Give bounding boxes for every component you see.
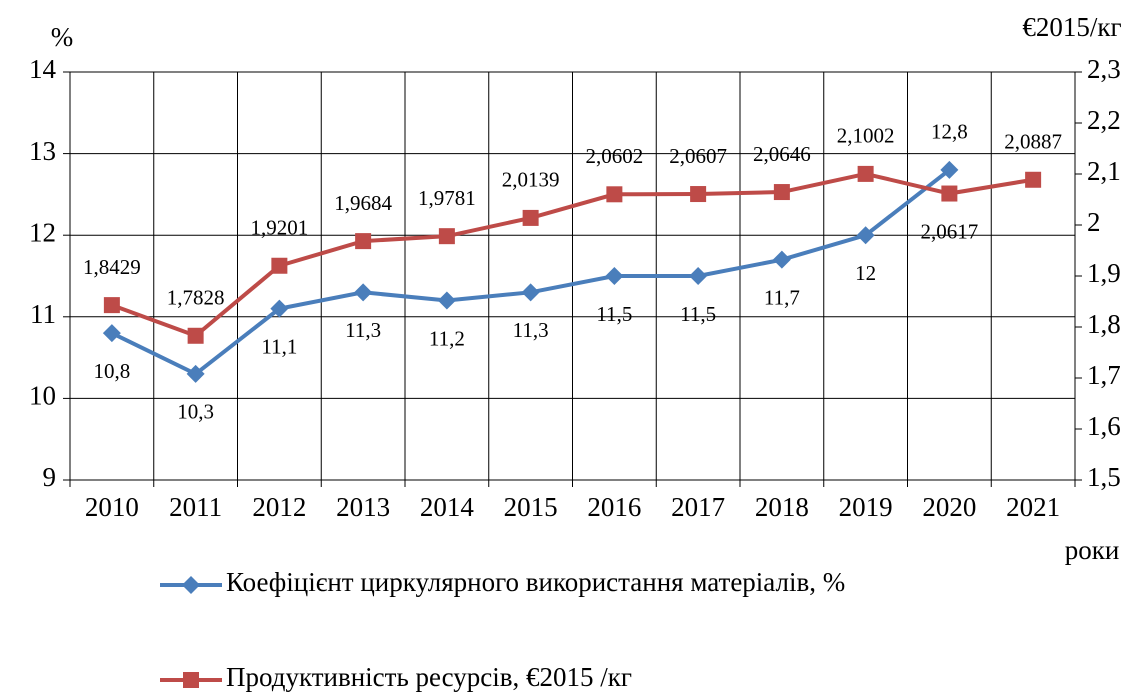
y2-tick-label: 1,6 (1087, 411, 1121, 441)
legend-label: Коефіцієнт циркулярного використання мат… (226, 567, 845, 597)
data-point (354, 283, 373, 302)
data-point (186, 364, 205, 383)
data-point (103, 297, 120, 314)
data-point (856, 226, 875, 245)
data-point (187, 327, 204, 344)
data-point (102, 324, 121, 343)
y2-tick-label: 2,1 (1087, 156, 1121, 186)
y2-tick-label: 2 (1087, 207, 1101, 237)
data-label: 2,0607 (669, 144, 727, 168)
x-tick-label: 2014 (420, 492, 475, 522)
legend-marker (182, 576, 200, 594)
data-point (270, 299, 289, 318)
data-label: 1,9201 (251, 216, 309, 240)
data-label: 11,7 (764, 285, 800, 309)
x-axis-label: роки (1065, 535, 1120, 565)
data-label: 11,3 (345, 318, 381, 342)
x-tick-label: 2015 (504, 492, 558, 522)
data-label: 10,3 (177, 400, 214, 424)
y-tick-label: 11 (30, 299, 56, 329)
data-label: 2,1002 (837, 124, 895, 148)
x-tick-label: 2012 (252, 492, 306, 522)
x-tick-label: 2011 (169, 492, 222, 522)
data-point (522, 209, 539, 226)
data-point (941, 185, 958, 202)
data-point (438, 228, 455, 245)
y-axis-label: % (51, 22, 74, 52)
y-tick-label: 10 (29, 381, 56, 411)
y2-tick-label: 1,9 (1087, 258, 1121, 288)
data-label: 1,8429 (83, 255, 141, 279)
data-point (690, 186, 707, 203)
x-tick-label: 2018 (755, 492, 809, 522)
x-tick-label: 2021 (1006, 492, 1060, 522)
y-tick-label: 9 (43, 462, 57, 492)
data-label: 11,5 (680, 302, 716, 326)
data-point (773, 184, 790, 201)
data-label: 11,5 (596, 302, 632, 326)
y2-tick-label: 1,7 (1087, 360, 1121, 390)
x-tick-label: 2010 (85, 492, 139, 522)
x-tick-label: 2019 (839, 492, 893, 522)
data-label: 2,0646 (753, 142, 811, 166)
data-label: 11,3 (513, 318, 549, 342)
data-label: 1,9684 (334, 191, 392, 215)
data-point (521, 283, 540, 302)
data-point (606, 186, 623, 203)
data-label: 12,8 (931, 120, 968, 144)
data-label: 2,0887 (1004, 130, 1062, 154)
data-label: 2,0602 (586, 144, 644, 168)
y2-tick-label: 2,2 (1087, 105, 1121, 135)
data-label: 2,0139 (502, 168, 560, 192)
data-point (605, 267, 624, 285)
x-tick-label: 2017 (671, 492, 725, 522)
data-point (857, 165, 874, 182)
data-point (772, 250, 791, 269)
x-tick-label: 2013 (336, 492, 390, 522)
data-label: 11,1 (261, 334, 297, 358)
y2-tick-label: 2,3 (1087, 54, 1121, 84)
data-point (689, 267, 708, 285)
y2-tick-label: 1,8 (1087, 309, 1121, 339)
plot-border (69, 71, 1076, 481)
data-point (355, 233, 372, 250)
data-label: 10,8 (94, 359, 131, 383)
data-point (437, 291, 456, 310)
data-point (1025, 171, 1042, 188)
y-tick-label: 14 (29, 54, 57, 84)
y-tick-label: 13 (29, 136, 56, 166)
y2-axis-label: €2015/кг (1022, 12, 1121, 42)
data-label: 1,7828 (167, 286, 225, 310)
y-tick-label: 12 (29, 217, 56, 247)
series-line (111, 171, 1034, 339)
data-label: 1,9781 (418, 186, 476, 210)
data-label: 12 (855, 261, 876, 285)
x-tick-label: 2016 (587, 492, 641, 522)
y2-tick-label: 1,5 (1087, 462, 1121, 492)
legend-label: Продуктивність ресурсів, €2015 /кг (226, 662, 632, 692)
data-label: 2,0617 (921, 219, 979, 243)
data-label: 11,2 (429, 326, 465, 350)
x-tick-label: 2020 (922, 492, 976, 522)
data-point (271, 257, 288, 274)
data-point (940, 160, 959, 179)
legend-marker (183, 672, 199, 688)
